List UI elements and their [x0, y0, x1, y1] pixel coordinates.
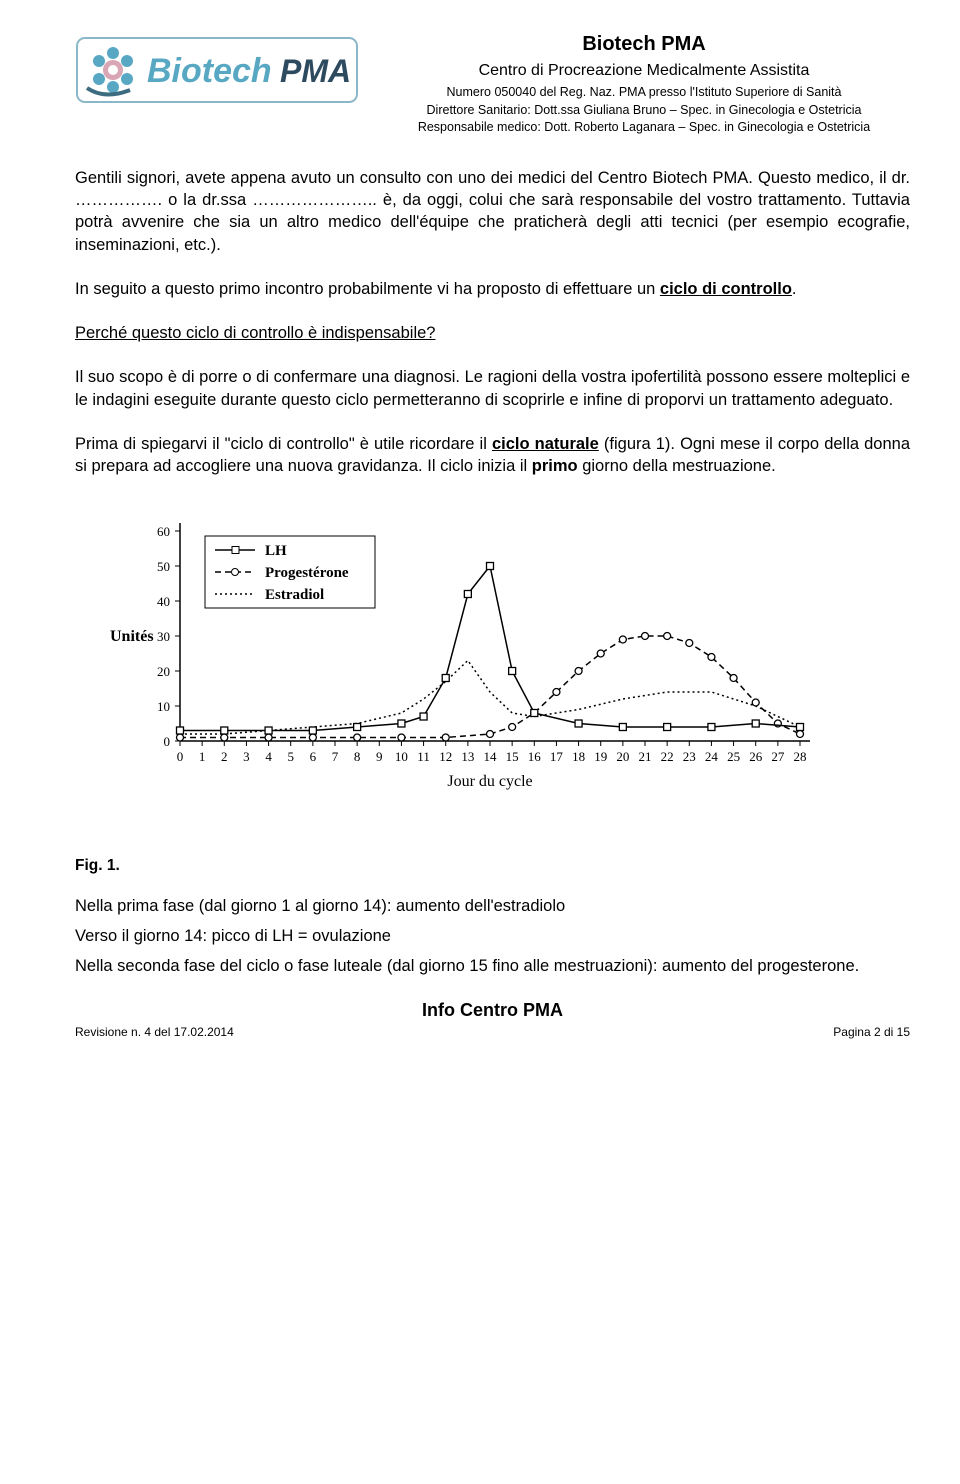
- link-ciclo-controllo: ciclo di controllo: [660, 280, 792, 298]
- footer-page-number: Pagina 2 di 15: [833, 1025, 910, 1039]
- logo: Biotech PMA: [75, 30, 360, 137]
- footer-center: Info Centro PMA: [75, 1000, 910, 1021]
- hormone-cycle-chart: 0102030405060012345678910111213141516171…: [85, 506, 855, 816]
- document-body: Gentili signori, avete appena avuto un c…: [75, 167, 910, 978]
- svg-text:11: 11: [417, 749, 430, 764]
- paragraph-ciclo-naturale: Prima di spiegarvi il "ciclo di controll…: [75, 433, 910, 478]
- header-line-3: Responsabile medico: Dott. Roberto Lagan…: [378, 119, 910, 137]
- svg-text:20: 20: [157, 664, 170, 679]
- svg-text:16: 16: [528, 749, 542, 764]
- svg-text:14: 14: [484, 749, 498, 764]
- svg-text:Estradiol: Estradiol: [265, 587, 324, 603]
- svg-text:28: 28: [794, 749, 807, 764]
- svg-text:50: 50: [157, 559, 170, 574]
- svg-text:4: 4: [265, 749, 272, 764]
- figure-1: 0102030405060012345678910111213141516171…: [75, 506, 910, 822]
- paragraph-ciclo-controllo: In seguito a questo primo incontro proba…: [75, 278, 910, 300]
- footer-row: Revisione n. 4 del 17.02.2014 Pagina 2 d…: [75, 1025, 910, 1039]
- paragraph-question: Perché questo ciclo di controllo è indis…: [75, 322, 910, 344]
- paragraph-phase-1: Nella prima fase (dal giorno 1 al giorno…: [75, 895, 910, 917]
- svg-text:10: 10: [157, 699, 170, 714]
- svg-text:Progestérone: Progestérone: [265, 565, 349, 581]
- header-line-1: Numero 050040 del Reg. Naz. PMA presso l…: [378, 84, 910, 102]
- svg-text:23: 23: [683, 749, 696, 764]
- svg-text:0: 0: [177, 749, 184, 764]
- svg-text:27: 27: [771, 749, 785, 764]
- text-run: In seguito a questo primo incontro proba…: [75, 280, 660, 298]
- svg-text:1: 1: [199, 749, 206, 764]
- svg-text:24: 24: [705, 749, 719, 764]
- header-subtitle: Centro di Procreazione Medicalmente Assi…: [378, 60, 910, 82]
- svg-text:Unités: Unités: [110, 628, 154, 645]
- svg-text:40: 40: [157, 594, 170, 609]
- text-bold-primo: primo: [532, 457, 578, 475]
- svg-text:3: 3: [243, 749, 250, 764]
- paragraph-ovulation: Verso il giorno 14: picco di LH = ovulaz…: [75, 925, 910, 947]
- paragraph-scopo: Il suo scopo è di porre o di confermare …: [75, 366, 910, 411]
- svg-text:17: 17: [550, 749, 564, 764]
- link-ciclo-naturale: ciclo naturale: [492, 435, 599, 453]
- text-run: Prima di spiegarvi il "ciclo di controll…: [75, 435, 492, 453]
- svg-text:5: 5: [287, 749, 294, 764]
- paragraph-intro: Gentili signori, avete appena avuto un c…: [75, 167, 910, 256]
- svg-text:25: 25: [727, 749, 740, 764]
- svg-text:LH: LH: [265, 543, 287, 559]
- svg-text:21: 21: [639, 749, 652, 764]
- svg-text:19: 19: [594, 749, 607, 764]
- header-line-2: Direttore Sanitario: Dott.ssa Giuliana B…: [378, 102, 910, 120]
- svg-text:22: 22: [661, 749, 674, 764]
- svg-text:26: 26: [749, 749, 763, 764]
- logo-text-main: Biotech: [147, 52, 272, 90]
- svg-text:9: 9: [376, 749, 383, 764]
- logo-svg: Biotech PMA: [75, 30, 360, 110]
- text-run: .: [792, 280, 797, 298]
- footer-revision: Revisione n. 4 del 17.02.2014: [75, 1025, 234, 1039]
- header-text-block: Biotech PMA Centro di Procreazione Medic…: [378, 30, 910, 137]
- svg-text:12: 12: [439, 749, 452, 764]
- svg-text:6: 6: [310, 749, 317, 764]
- svg-text:0: 0: [164, 734, 171, 749]
- text-run: giorno della mestruazione.: [578, 457, 776, 475]
- svg-text:10: 10: [395, 749, 408, 764]
- page-header: Biotech PMA Biotech PMA Centro di Procre…: [75, 30, 910, 137]
- header-title: Biotech PMA: [378, 30, 910, 58]
- svg-text:20: 20: [616, 749, 629, 764]
- svg-text:18: 18: [572, 749, 585, 764]
- svg-text:15: 15: [506, 749, 519, 764]
- svg-text:13: 13: [461, 749, 474, 764]
- svg-text:30: 30: [157, 629, 170, 644]
- svg-text:7: 7: [332, 749, 339, 764]
- svg-text:8: 8: [354, 749, 361, 764]
- svg-text:60: 60: [157, 524, 170, 539]
- svg-text:Jour du cycle: Jour du cycle: [447, 773, 532, 790]
- svg-text:2: 2: [221, 749, 228, 764]
- figure-label: Fig. 1.: [75, 856, 910, 877]
- logo-text-sub: PMA: [280, 53, 351, 89]
- paragraph-phase-2: Nella seconda fase del ciclo o fase lute…: [75, 955, 910, 977]
